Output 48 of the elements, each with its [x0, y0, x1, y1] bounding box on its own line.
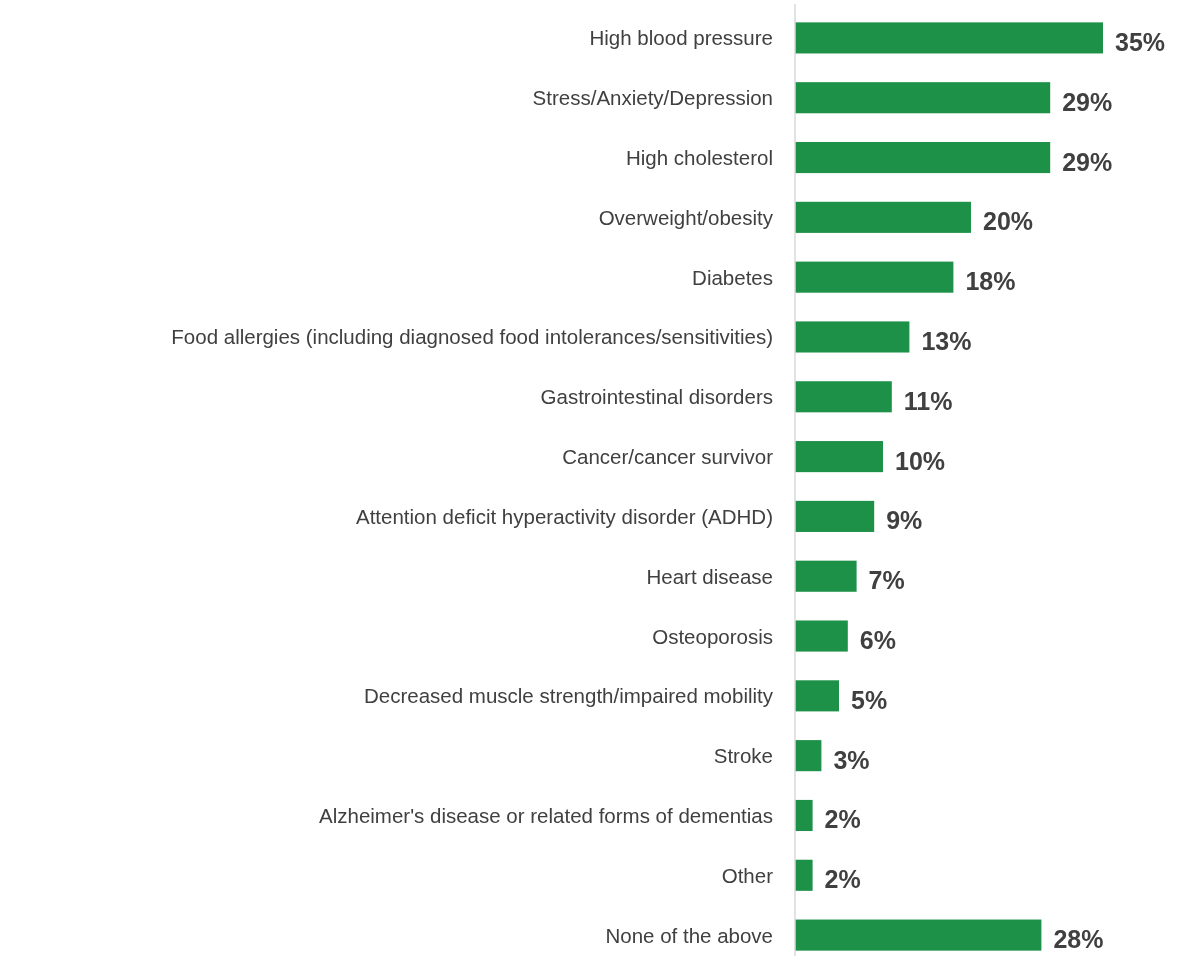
y-tick-label: Other [721, 863, 774, 887]
bar [795, 500, 875, 532]
bar [795, 799, 813, 832]
data-label: 9% [886, 506, 923, 535]
bar [795, 321, 910, 353]
y-tick-label: Diabetes [692, 265, 773, 289]
bar [795, 620, 848, 652]
bar [795, 82, 1051, 114]
bar [795, 740, 822, 772]
bar [795, 141, 1051, 174]
y-tick-label: Gastrointestinal disorders [540, 385, 773, 409]
data-label: 29% [1062, 87, 1113, 116]
data-label: 20% [983, 207, 1034, 236]
data-label: 29% [1062, 147, 1113, 176]
y-tick-label: High blood pressure [589, 26, 773, 50]
data-label: 28% [1053, 925, 1104, 954]
y-tick-label: Stroke [713, 744, 773, 768]
y-tick-label: Food allergies (including diagnosed food intolerances/sensitivities) [171, 325, 773, 349]
y-tick-label: Osteoporosis [652, 624, 773, 648]
data-label: 2% [824, 865, 861, 894]
bar [795, 441, 883, 473]
data-label: 7% [868, 566, 905, 595]
bar [795, 22, 1103, 54]
y-tick-label: Cancer/cancer survivor [562, 445, 774, 469]
bar [795, 381, 892, 413]
data-label: 35% [1115, 27, 1166, 56]
y-tick-label: Stress/Anxiety/Depression [532, 86, 773, 110]
data-label: 10% [895, 446, 946, 475]
data-label: 3% [833, 745, 870, 774]
bar [795, 859, 813, 891]
y-tick-label: Overweight/obesity [598, 205, 774, 229]
data-label: 5% [851, 685, 888, 714]
y-tick-label: Alzheimer's disease or related forms of dementias [319, 803, 773, 827]
bar [795, 919, 1042, 951]
data-label: 6% [859, 626, 896, 655]
y-tick-label: None of the above [605, 923, 773, 947]
bar [795, 680, 839, 712]
bar [795, 560, 857, 592]
data-label: 18% [965, 267, 1016, 296]
data-label: 2% [824, 805, 861, 834]
y-tick-label: High cholesterol [626, 146, 773, 170]
y-tick-label: Attention deficit hyperactivity disorder (ADHD) [356, 504, 773, 528]
bar [795, 201, 971, 233]
y-tick-label: Decreased muscle strength/impaired mobility [363, 684, 774, 708]
y-tick-label: Heart disease [646, 564, 773, 588]
data-label: 13% [921, 326, 972, 355]
data-label: 11% [903, 386, 953, 415]
bar [795, 261, 954, 293]
